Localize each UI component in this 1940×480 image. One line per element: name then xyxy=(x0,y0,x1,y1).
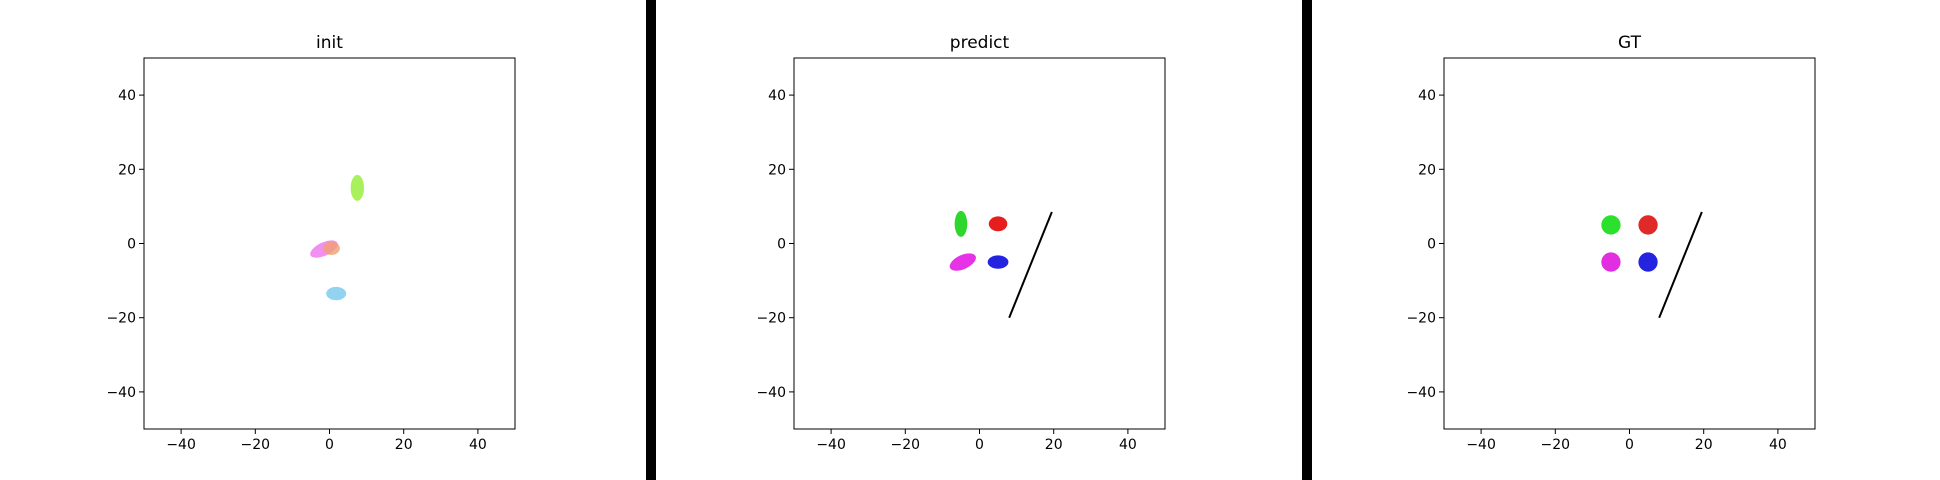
data-ellipse-2 xyxy=(1638,215,1658,235)
x-tick-label: 40 xyxy=(469,437,487,453)
y-tick-label: 40 xyxy=(768,88,786,104)
y-tick-label: 40 xyxy=(1418,88,1436,104)
y-tick-label: −20 xyxy=(106,311,136,327)
chart-panel-3: GT −40 −20 0 20 40 −40 −20 0 20 40 xyxy=(1406,33,1816,453)
data-ellipse-1 xyxy=(954,210,968,237)
panel-separator-2 xyxy=(1302,0,1312,480)
data-ellipse-3 xyxy=(949,253,976,271)
data-ellipse-1 xyxy=(350,174,365,201)
x-tick-label: 0 xyxy=(1625,437,1634,453)
x-tick-label: −40 xyxy=(816,437,846,453)
panel-title: predict xyxy=(950,33,1010,53)
x-tick-label: 0 xyxy=(325,437,334,453)
y-tick-label: −40 xyxy=(1406,385,1436,401)
x-tick-label: 20 xyxy=(1695,437,1713,453)
y-tick-label: 0 xyxy=(1427,237,1436,253)
x-tick-label: 0 xyxy=(975,437,984,453)
y-tick-label: −40 xyxy=(106,385,136,401)
data-ellipse-2 xyxy=(988,216,1008,232)
y-tick-label: 20 xyxy=(768,162,786,178)
x-tick-label: −20 xyxy=(241,437,271,453)
x-tick-label: 20 xyxy=(395,437,413,453)
x-tick-label: 40 xyxy=(1119,437,1137,453)
data-ellipse-3 xyxy=(1601,252,1621,272)
panel-title: GT xyxy=(1618,33,1642,53)
chart-panels: init −40 −20 0 20 40 −40 −20 0 20 40 predict −40 −20 0… xyxy=(106,33,1816,453)
data-line-1 xyxy=(1008,211,1053,319)
data-ellipse-3 xyxy=(322,241,340,256)
panel-title: init xyxy=(316,33,343,53)
y-tick-label: 20 xyxy=(1418,162,1436,178)
y-tick-label: −20 xyxy=(1406,311,1436,327)
data-ellipse-1 xyxy=(1601,215,1621,235)
y-tick-label: 20 xyxy=(118,162,136,178)
x-tick-label: −40 xyxy=(166,437,196,453)
y-tick-label: 0 xyxy=(777,237,786,253)
data-ellipse-4 xyxy=(987,255,1009,269)
y-tick-label: −20 xyxy=(756,311,786,327)
x-tick-label: −40 xyxy=(1466,437,1496,453)
x-tick-label: 20 xyxy=(1045,437,1063,453)
y-tick-label: 40 xyxy=(118,88,136,104)
data-ellipse-4 xyxy=(326,286,347,301)
x-tick-label: −20 xyxy=(1541,437,1571,453)
x-tick-label: −20 xyxy=(891,437,921,453)
data-ellipse-4 xyxy=(1638,252,1658,272)
data-line-1 xyxy=(1658,211,1703,319)
x-tick-label: 40 xyxy=(1769,437,1787,453)
y-tick-label: −40 xyxy=(756,385,786,401)
chart-panel-1: init −40 −20 0 20 40 −40 −20 0 20 40 xyxy=(106,33,516,453)
y-tick-label: 0 xyxy=(127,237,136,253)
chart-panel-2: predict −40 −20 0 20 40 −40 −20 0 20 40 xyxy=(756,33,1166,453)
panel-separator-1 xyxy=(646,0,656,480)
